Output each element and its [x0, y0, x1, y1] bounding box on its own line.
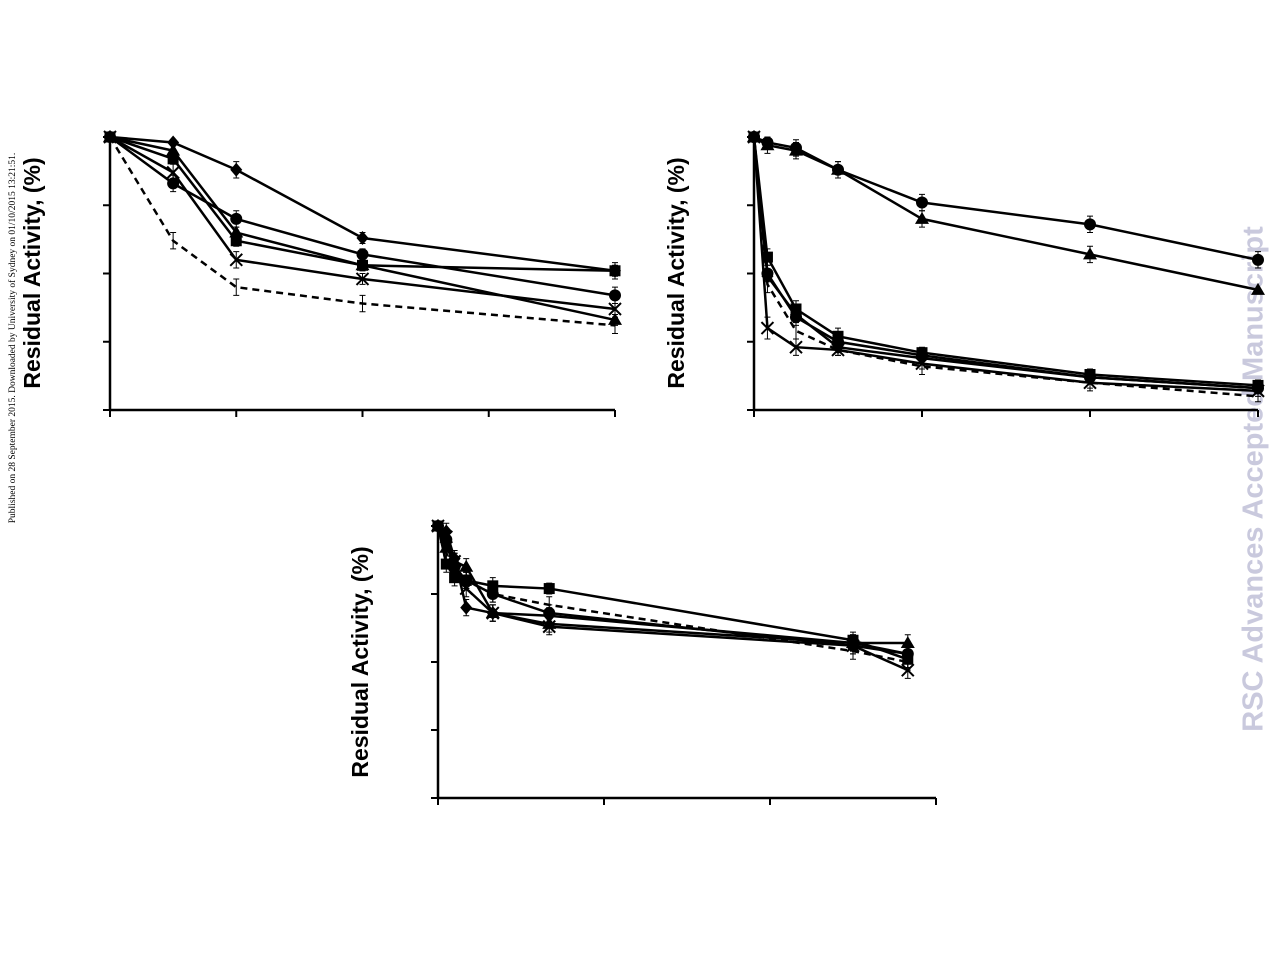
data-point	[900, 635, 915, 648]
error-bar	[850, 642, 856, 660]
data-point	[789, 143, 803, 156]
data-point	[760, 321, 775, 335]
error-bar	[443, 544, 450, 562]
data-point	[459, 559, 474, 572]
y-axis-label: Residual Activity, (%)	[347, 546, 373, 777]
series-5	[103, 130, 622, 316]
data-point	[761, 251, 773, 263]
data-point	[356, 231, 369, 246]
series-line	[436, 525, 909, 664]
series-6	[436, 525, 911, 671]
data-point	[166, 165, 180, 180]
data-point	[486, 606, 500, 620]
data-point	[760, 138, 775, 151]
series-4	[432, 519, 914, 663]
error-bar	[904, 653, 911, 671]
data-point	[608, 302, 622, 316]
error-bar	[764, 275, 771, 294]
data-point	[230, 235, 242, 247]
data-point	[831, 162, 845, 175]
error-bar	[612, 316, 618, 335]
error-bar	[919, 357, 925, 376]
data-point	[230, 162, 243, 177]
series-2	[431, 519, 915, 652]
chart-panel-3: Residual Activity, (%)	[347, 519, 937, 805]
data-point	[543, 608, 556, 623]
data-point	[357, 259, 368, 271]
data-point	[1252, 253, 1264, 266]
series-7	[752, 136, 1261, 403]
series-line	[752, 136, 1259, 398]
series-6	[108, 136, 618, 335]
data-point	[916, 196, 928, 209]
data-point	[229, 253, 243, 267]
data-point	[609, 265, 621, 277]
series-line	[436, 525, 909, 661]
data-point	[543, 583, 555, 595]
series-line	[109, 135, 616, 322]
data-point	[460, 600, 473, 615]
series-line	[108, 136, 616, 327]
error-bar	[451, 558, 458, 576]
data-point	[167, 135, 180, 150]
series-6	[747, 130, 1265, 398]
chart-panel-1: Residual Activity, (%)	[19, 130, 622, 417]
data-point	[790, 307, 802, 322]
series-3	[748, 131, 1264, 392]
data-point	[915, 211, 929, 224]
error-bar	[170, 232, 177, 250]
data-point	[230, 212, 243, 225]
data-point	[440, 558, 452, 570]
data-point	[1251, 282, 1265, 295]
data-point	[542, 619, 556, 634]
data-point	[449, 572, 461, 584]
series-line	[752, 136, 1259, 393]
y-axis-label: Residual Activity, (%)	[663, 157, 689, 388]
error-bar	[1255, 390, 1261, 403]
error-bar	[359, 294, 366, 313]
series-4	[748, 131, 1264, 395]
data-point	[609, 289, 621, 302]
series-line	[109, 135, 616, 297]
series-line	[753, 135, 1259, 262]
error-bar	[489, 585, 496, 603]
y-axis-label: Residual Activity, (%)	[19, 157, 45, 388]
data-point	[167, 153, 179, 165]
data-point	[1083, 247, 1097, 260]
chart-panel-2: Residual Activity, (%)	[663, 130, 1265, 417]
series-line	[437, 525, 909, 672]
error-bar	[463, 571, 470, 590]
data-point	[1084, 218, 1096, 231]
error-bar	[835, 343, 841, 356]
data-point	[356, 248, 369, 261]
error-bar	[1087, 374, 1093, 392]
series-5	[748, 130, 1264, 396]
data-point	[789, 340, 803, 354]
data-point	[355, 272, 370, 286]
error-bar	[233, 278, 240, 296]
data-point	[166, 143, 181, 156]
error-bar	[793, 322, 799, 340]
error-bar	[546, 596, 553, 614]
series-1	[748, 131, 1264, 269]
